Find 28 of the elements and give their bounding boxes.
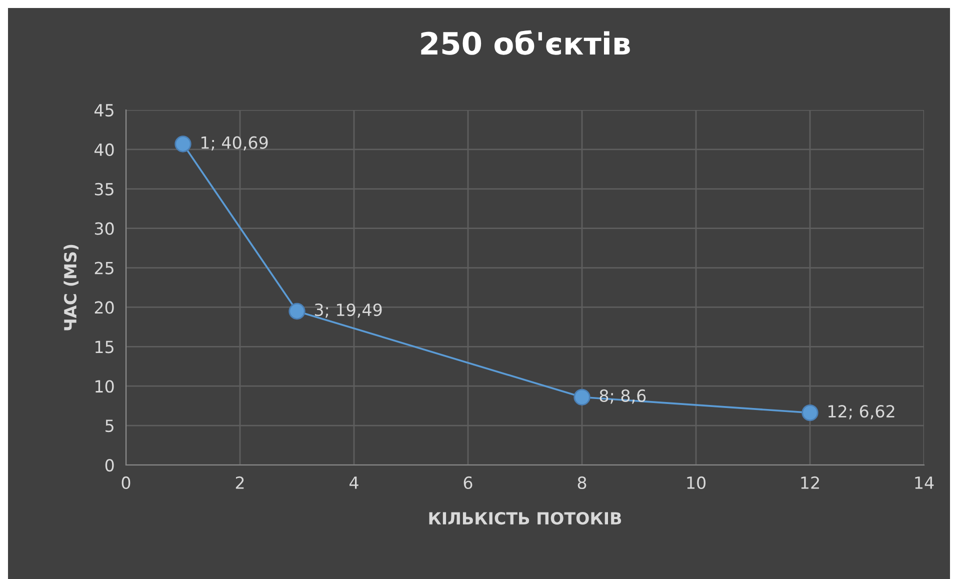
point xyxy=(574,388,590,406)
y-tick-label: 10 xyxy=(96,380,114,393)
chart-title: 250 об'єктів xyxy=(421,30,630,55)
x-tick-label: 14 xyxy=(915,476,934,489)
point xyxy=(174,136,192,152)
y-tick-label: 35 xyxy=(94,182,114,196)
y-axis-title: ЧАС (MS) xyxy=(64,244,79,330)
y-tick-label: 5 xyxy=(106,420,114,432)
point xyxy=(802,404,818,422)
data-label: 12; 6,62 xyxy=(828,405,894,420)
point xyxy=(288,302,306,320)
data-label: 3; 19,49 xyxy=(314,303,382,318)
data-label: 1; 40,69 xyxy=(201,136,268,151)
x-tick-label: 6 xyxy=(464,476,472,490)
y-tick-label: 25 xyxy=(94,262,114,274)
x-tick-label: 8 xyxy=(578,476,586,490)
y-tick-label: 45 xyxy=(94,104,114,117)
x-tick-label: 10 xyxy=(687,476,706,490)
y-tick-label: 15 xyxy=(96,340,114,354)
x-axis-title: КІЛЬКІСТЬ ПОТОКІВ xyxy=(429,512,622,525)
y-tick-label: 30 xyxy=(94,222,114,235)
x-tick-label: 2 xyxy=(236,476,244,489)
x-tick-label: 12 xyxy=(801,476,819,489)
y-tick-label: 40 xyxy=(94,143,114,156)
y-tick-label: 20 xyxy=(94,301,114,314)
y-tick-label: 0 xyxy=(105,458,114,472)
x-tick-label: 0 xyxy=(122,476,130,490)
x-tick-label: 4 xyxy=(350,476,358,489)
